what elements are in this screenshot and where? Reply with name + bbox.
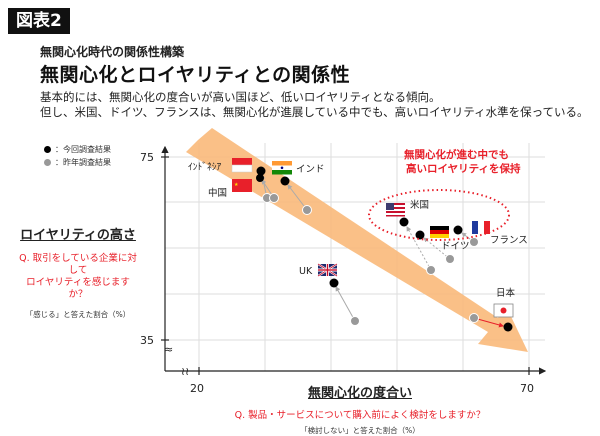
x-axis-question: Q. 製品・サービスについて購入前によく検討をしますか？ — [234, 410, 486, 421]
current-point-france — [453, 225, 463, 235]
x-axis-break-icon: ≀≀ — [181, 365, 189, 378]
highlight-ellipse — [368, 189, 510, 241]
figure-badge: 図表2 — [8, 8, 70, 34]
y-axis-label: ロイヤリティの高さ Q. 取引をしている企業に対して ロイヤリティを感じますか？… — [18, 224, 138, 320]
y-axis-question: Q. 取引をしている企業に対して ロイヤリティを感じますか？ — [19, 253, 137, 300]
y-tick-35: 35 — [140, 334, 154, 347]
india-flag-icon — [272, 161, 292, 175]
prev-point-germany — [445, 254, 455, 264]
legend-item-previous: ：昨年調査結果 — [44, 156, 111, 169]
current-point-indonesia — [256, 166, 266, 176]
usa-flag-icon — [386, 203, 405, 217]
current-point-germany — [415, 230, 425, 240]
current-points — [256, 166, 513, 332]
previous-points — [262, 193, 479, 326]
x-axis-title: 無関心化の度合い — [307, 386, 412, 401]
chart-legend: ：今回調査結果 ：昨年調査結果 — [44, 143, 111, 169]
label-indonesia: ｲﾝﾄﾞﾈｼｱ — [188, 162, 222, 173]
label-uk: UK — [299, 266, 313, 277]
prev-point-china — [269, 193, 279, 203]
y-tick-75: 75 — [140, 151, 154, 164]
legend-item-current: ：今回調査結果 — [44, 143, 111, 156]
x-tick-70: 70 — [520, 382, 534, 395]
gray-dot-icon — [44, 159, 51, 166]
description: 基本的には、無関心化の度合いが高い国ほど、低いロイヤリティとなる傾向。 但し、米… — [40, 90, 589, 120]
description-line-1: 基本的には、無関心化の度合いが高い国ほど、低いロイヤリティとなる傾向。 — [40, 90, 441, 104]
china-flag-icon: ★ — [232, 179, 252, 192]
description-line-2: 但し、米国、ドイツ、フランスは、無関心化が進展している中でも、高いロイヤリティ水… — [40, 105, 589, 119]
svg-text:★: ★ — [234, 182, 239, 188]
annotation-line-1: 無関心化が進む中でも — [404, 148, 509, 161]
prev-point-france — [469, 237, 479, 247]
x-axis-note: 「検討しない」と答えた割合（%） — [300, 426, 420, 435]
y-axis-note: 「感じる」と答えた割合（%） — [25, 310, 131, 319]
label-japan: 日本 — [496, 287, 516, 299]
germany-flag-icon — [430, 226, 449, 238]
x-axis-label: 無関心化の度合い Q. 製品・サービスについて購入前によく検討をしますか？ 「検… — [190, 382, 530, 436]
x-tick-20: 20 — [190, 382, 204, 395]
current-point-usa — [399, 217, 409, 227]
label-china: 中国 — [208, 187, 227, 199]
y-axis-break-icon: ≈ — [164, 343, 173, 356]
page-subtitle: 無関心化時代の関係性構築 — [40, 45, 185, 59]
prev-point-usa — [426, 265, 436, 275]
indonesia-flag-icon — [231, 158, 253, 173]
prev-point-india — [302, 205, 312, 215]
page-title: 無関心化とロイヤリティとの関係性 — [40, 64, 351, 86]
y-axis-title: ロイヤリティの高さ — [20, 228, 136, 243]
label-usa: 米国 — [410, 199, 429, 211]
current-point-india — [280, 176, 290, 186]
uk-flag-icon — [317, 263, 338, 277]
trend-arrow — [186, 128, 528, 352]
annotation-line-2: 高いロイヤリティを保持 — [406, 162, 521, 175]
change-connectors — [260, 174, 504, 328]
label-india: インド — [296, 164, 325, 175]
label-germany: ドイツ — [441, 241, 470, 252]
japan-flag-icon — [493, 303, 514, 318]
current-point-china — [256, 174, 264, 182]
current-point-uk — [329, 278, 339, 288]
black-dot-icon — [44, 146, 51, 153]
france-flag-icon — [472, 221, 490, 234]
current-point-japan — [503, 322, 513, 332]
label-france: フランス — [490, 235, 528, 246]
prev-point-japan — [469, 313, 479, 323]
prev-point-uk — [350, 316, 360, 326]
